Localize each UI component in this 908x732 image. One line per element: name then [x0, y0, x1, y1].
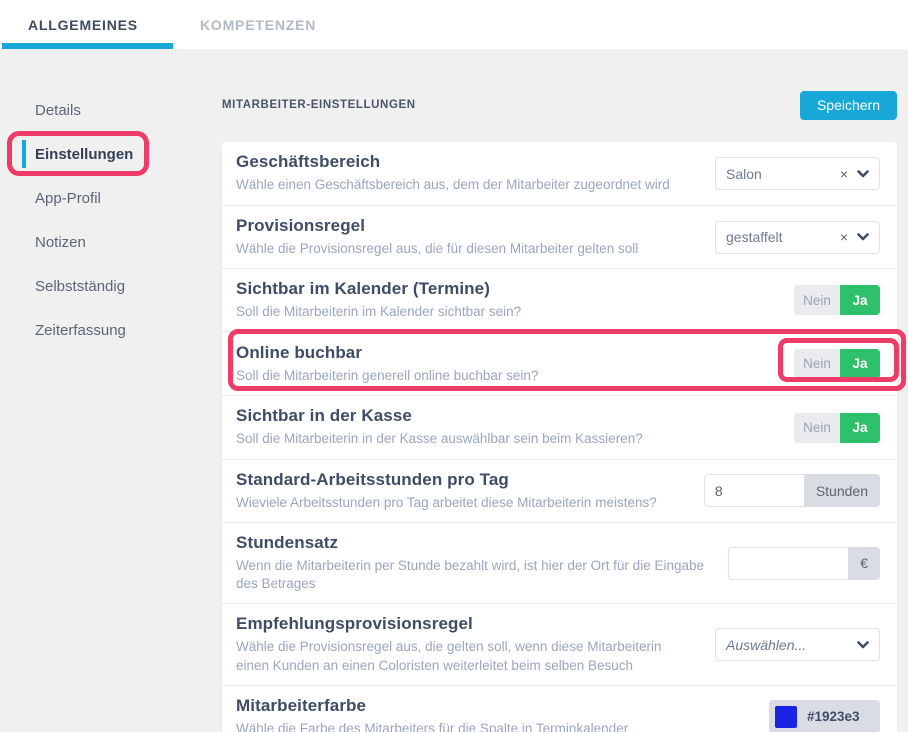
setting-description: Wieviele Arbeitsstunden pro Tag arbeitet…: [236, 494, 657, 510]
setting-row-mitarbeiterfarbe: Mitarbeiterfarbe Wähle die Farbe des Mit…: [222, 684, 897, 732]
toggle-ja-button[interactable]: Ja: [840, 412, 880, 443]
clear-icon[interactable]: ×: [839, 165, 848, 182]
toggle-nein-button[interactable]: Nein: [794, 412, 840, 443]
color-swatch: [775, 705, 797, 728]
tab-allgemeines[interactable]: ALLGEMEINES: [28, 16, 138, 33]
setting-text: Mitarbeiterfarbe Wähle die Farbe des Mit…: [236, 696, 769, 732]
sidebar-item-zeiterfassung[interactable]: Zeiterfassung: [35, 321, 126, 339]
save-button[interactable]: Speichern: [799, 90, 897, 120]
sidebar: Details Einstellungen App-Profil Notizen…: [0, 49, 222, 732]
setting-text: Geschäftsbereich Wähle einen Geschäftsbe…: [236, 152, 715, 194]
setting-title: Stundensatz: [236, 532, 339, 552]
toggle-ja-button[interactable]: Ja: [840, 285, 880, 316]
setting-description: Soll die Mitarbeiterin im Kalender sicht…: [236, 304, 522, 320]
sichtbar-kasse-toggle: Nein Ja: [794, 412, 880, 443]
setting-description: Wähle die Provisionsregel aus, die gelte…: [236, 639, 662, 673]
page-title: MITARBEITER-EINSTELLUNGEN: [222, 99, 416, 111]
sidebar-item-selbststaendig[interactable]: Selbstständig: [35, 277, 126, 295]
toggle-ja-button[interactable]: Ja: [840, 348, 880, 379]
setting-description: Wähle einen Geschäftsbereich aus, dem de…: [236, 177, 670, 193]
chevron-down-icon[interactable]: [857, 233, 869, 241]
setting-title: Sichtbar in der Kasse: [236, 406, 412, 426]
main-content: MITARBEITER-EINSTELLUNGEN Speichern Gesc…: [222, 49, 897, 732]
setting-title: Mitarbeiterfarbe: [236, 695, 367, 715]
setting-title: Sichtbar im Kalender (Termine): [236, 279, 490, 299]
online-buchbar-toggle: Nein Ja: [794, 348, 880, 379]
tab-bar: ALLGEMEINES KOMPETENZEN: [0, 0, 908, 49]
setting-description: Soll die Mitarbeiterin in der Kasse ausw…: [236, 431, 643, 447]
setting-text: Empfehlungsprovisionsregel Wähle die Pro…: [236, 614, 715, 674]
setting-row-sichtbar-kalender: Sichtbar im Kalender (Termine) Soll die …: [222, 268, 897, 331]
input-addon-stunden: Stunden: [803, 474, 880, 508]
setting-row-arbeitsstunden: Standard-Arbeitsstunden pro Tag Wieviele…: [222, 458, 897, 522]
setting-title: Empfehlungsprovisionsregel: [236, 614, 473, 634]
clear-icon[interactable]: ×: [839, 229, 848, 246]
toggle-nein-button[interactable]: Nein: [794, 285, 840, 316]
sidebar-item-app-profil[interactable]: App-Profil: [35, 189, 101, 207]
setting-row-stundensatz: Stundensatz Wenn die Mitarbeiterin per S…: [222, 521, 897, 603]
active-tab-underline: [2, 43, 173, 49]
setting-row-empfehlungsprovisionsregel: Empfehlungsprovisionsregel Wähle die Pro…: [222, 603, 897, 684]
setting-text: Sichtbar im Kalender (Termine) Soll die …: [236, 279, 794, 321]
active-item-indicator-bar: [22, 140, 26, 168]
setting-text: Provisionsregel Wähle die Provisionsrege…: [236, 216, 715, 258]
settings-list: Geschäftsbereich Wähle einen Geschäftsbe…: [222, 142, 897, 732]
input-addon-euro: €: [848, 546, 880, 580]
tab-kompetenzen[interactable]: KOMPETENZEN: [200, 16, 317, 33]
setting-text: Online buchbar Soll die Mitarbeiterin ge…: [236, 343, 794, 385]
setting-text: Stundensatz Wenn die Mitarbeiterin per S…: [236, 533, 728, 593]
select-placeholder: Auswählen...: [726, 636, 807, 653]
setting-description: Wähle die Provisionsregel aus, die für d…: [236, 241, 639, 256]
sidebar-item-label: Einstellungen: [35, 145, 134, 163]
setting-title: Standard-Arbeitsstunden pro Tag: [236, 469, 509, 489]
stundensatz-input[interactable]: [728, 546, 849, 580]
setting-description: Wenn die Mitarbeiterin per Stunde bezahl…: [236, 557, 704, 592]
sichtbar-kalender-toggle: Nein Ja: [794, 285, 880, 316]
setting-row-provisionsregel: Provisionsregel Wähle die Provisionsrege…: [222, 205, 897, 268]
chevron-down-icon[interactable]: [857, 640, 869, 649]
setting-text: Sichtbar in der Kasse Soll die Mitarbeit…: [236, 406, 794, 448]
chevron-down-icon[interactable]: [857, 169, 869, 178]
main-header: MITARBEITER-EINSTELLUNGEN Speichern: [222, 89, 897, 121]
empfehlungsprovisionsregel-select[interactable]: Auswählen...: [715, 628, 880, 662]
geschaeftsbereich-select[interactable]: Salon ×: [715, 157, 880, 190]
setting-title: Provisionsregel: [236, 216, 366, 235]
sidebar-item-notizen[interactable]: Notizen: [35, 233, 86, 251]
toggle-nein-button[interactable]: Nein: [794, 348, 840, 379]
arbeitsstunden-input-group: Stunden: [703, 474, 880, 508]
setting-row-sichtbar-kasse: Sichtbar in der Kasse Soll die Mitarbeit…: [222, 395, 897, 458]
setting-title: Online buchbar: [236, 342, 363, 362]
setting-text: Standard-Arbeitsstunden pro Tag Wieviele…: [236, 470, 704, 512]
setting-description: Soll die Mitarbeiterin generell online b…: [236, 367, 539, 383]
mitarbeiterfarbe-picker[interactable]: #1923e3: [769, 700, 880, 732]
setting-row-online-buchbar: Online buchbar Soll die Mitarbeiterin ge…: [222, 331, 897, 395]
provisionsregel-select[interactable]: gestaffelt ×: [715, 220, 880, 254]
setting-row-geschaeftsbereich: Geschäftsbereich Wähle einen Geschäftsbe…: [222, 142, 897, 205]
setting-title: Geschäftsbereich: [236, 152, 381, 172]
sidebar-item-einstellungen[interactable]: Einstellungen: [0, 132, 222, 176]
arbeitsstunden-input[interactable]: [703, 474, 804, 508]
select-value: gestaffelt: [726, 229, 783, 246]
setting-description: Wähle die Farbe des Mitarbeiters für die…: [236, 720, 629, 732]
sidebar-item-details[interactable]: Details: [35, 101, 81, 119]
stundensatz-input-group: €: [728, 546, 880, 580]
select-value: Salon: [726, 165, 762, 182]
color-hex-value: #1923e3: [807, 709, 860, 725]
